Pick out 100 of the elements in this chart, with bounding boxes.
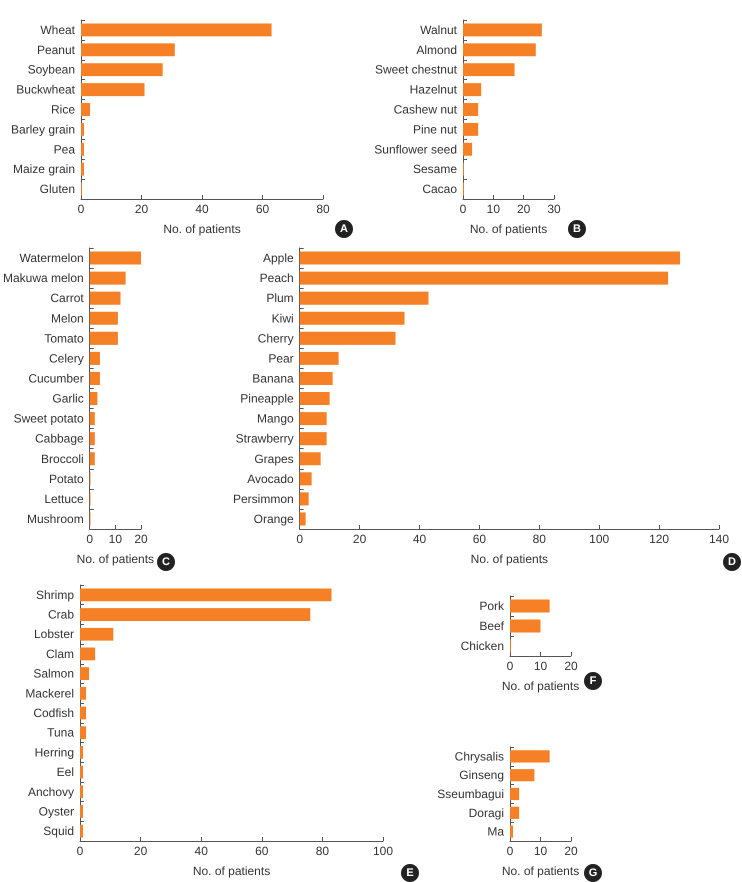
bar — [81, 23, 272, 36]
y-tick-label: Tomato — [44, 331, 84, 346]
bar — [81, 43, 175, 56]
bar — [300, 332, 396, 345]
bar — [80, 766, 84, 778]
y-tick-label: Codfish — [33, 706, 74, 720]
bar — [90, 292, 120, 305]
y-tick-label: Plum — [266, 291, 294, 306]
y-tick-label: Maize grain — [12, 162, 75, 176]
y-tick-label: Rice — [50, 102, 76, 116]
x-tick-label: 20 — [516, 202, 531, 216]
x-tick-label: 30 — [547, 202, 561, 216]
bar — [80, 746, 84, 759]
y-tick-label: Makuwa melon — [3, 271, 84, 286]
x-tick-label: 80 — [316, 202, 330, 216]
bar — [300, 312, 405, 325]
x-axis-title: No. of patients — [502, 864, 580, 878]
x-tick-label: 20 — [564, 844, 578, 858]
y-tick-label: Salmon — [33, 666, 74, 681]
x-tick-label: 0 — [86, 532, 94, 546]
bar — [463, 83, 482, 96]
bar — [300, 272, 668, 285]
y-tick-label: Kiwi — [272, 311, 294, 326]
y-tick-label: Sunflower seed — [374, 142, 457, 156]
y-tick-label: Lettuce — [44, 492, 84, 506]
bar — [81, 103, 90, 116]
bar — [463, 63, 515, 76]
y-tick-label: Cucumber — [28, 371, 84, 386]
y-tick-label: Barley grain — [10, 122, 75, 136]
y-tick-label: Crab — [48, 608, 74, 622]
y-tick-label: Shrimp — [36, 588, 74, 602]
bar — [463, 43, 536, 56]
x-tick-label: 140 — [708, 532, 730, 546]
y-tick-label: Banana — [252, 371, 294, 386]
bar — [90, 272, 126, 285]
y-tick-label: Squid — [43, 824, 74, 838]
bar — [510, 769, 534, 782]
bar — [81, 63, 163, 76]
x-tick-label: 0 — [460, 202, 467, 216]
y-tick-label: Eel — [56, 765, 74, 780]
x-tick-label: 0 — [78, 202, 85, 216]
y-tick-label: Cabbage — [34, 432, 84, 446]
y-tick-label: Sweet chestnut — [374, 62, 458, 77]
y-tick-label: Walnut — [420, 22, 458, 37]
y-tick-label: Potato — [49, 472, 84, 486]
y-tick-label: Ma — [487, 824, 504, 839]
bar — [300, 392, 330, 406]
bar — [90, 372, 100, 385]
y-tick-label: Wheat — [40, 22, 76, 37]
bar — [300, 512, 306, 526]
x-tick-label: 10 — [108, 532, 122, 546]
y-tick-label: Carrot — [50, 291, 84, 306]
bar — [463, 142, 472, 156]
y-tick-label: Grapes — [254, 452, 294, 466]
bar — [510, 620, 540, 632]
x-tick-label: 40 — [194, 844, 208, 858]
bar — [80, 805, 84, 818]
bar — [300, 252, 680, 265]
x-tick-label: 80 — [532, 532, 546, 546]
x-tick-label: 20 — [134, 202, 148, 216]
y-tick-label: Herring — [34, 745, 74, 760]
bar — [80, 785, 84, 798]
y-tick-label: Garlic — [52, 392, 84, 406]
bar — [81, 162, 84, 176]
x-tick-label: 60 — [256, 202, 270, 216]
x-axis-title: No. of patients — [470, 552, 548, 566]
bar — [90, 412, 95, 426]
x-tick-label: 20 — [134, 844, 148, 858]
text: E — [401, 864, 419, 882]
y-tick-label: Pineapple — [240, 392, 294, 406]
bar — [300, 492, 309, 506]
bar — [510, 600, 550, 612]
bar — [90, 332, 118, 345]
y-tick-label: Doragi — [468, 806, 504, 820]
bar — [81, 142, 84, 156]
x-tick-label: 40 — [195, 202, 209, 216]
x-tick-label: 20 — [352, 532, 367, 546]
bar — [90, 392, 98, 406]
x-tick-label: 10 — [534, 659, 548, 673]
y-tick-label: Lobster — [34, 627, 74, 642]
y-tick-label: Sweet potato — [14, 412, 84, 426]
bar — [510, 750, 550, 763]
bar — [80, 628, 114, 641]
y-tick-label: Ginseng — [459, 768, 504, 782]
y-tick-label: Persimmon — [232, 492, 294, 506]
bar — [80, 667, 90, 680]
bar — [81, 122, 84, 136]
bar — [510, 788, 520, 800]
y-tick-label: Broccoli — [41, 452, 84, 466]
bar — [90, 312, 118, 325]
y-tick-label: Orange — [254, 512, 294, 526]
x-tick-label: 20 — [564, 659, 578, 673]
y-tick-label: Cherry — [258, 331, 294, 346]
y-tick-label: Anchovy — [28, 784, 74, 799]
bar — [80, 706, 86, 720]
bar — [80, 686, 86, 700]
text: C — [157, 553, 175, 571]
y-tick-label: Sesame — [412, 162, 458, 176]
bar — [80, 588, 332, 602]
y-tick-label: Mango — [256, 412, 294, 426]
